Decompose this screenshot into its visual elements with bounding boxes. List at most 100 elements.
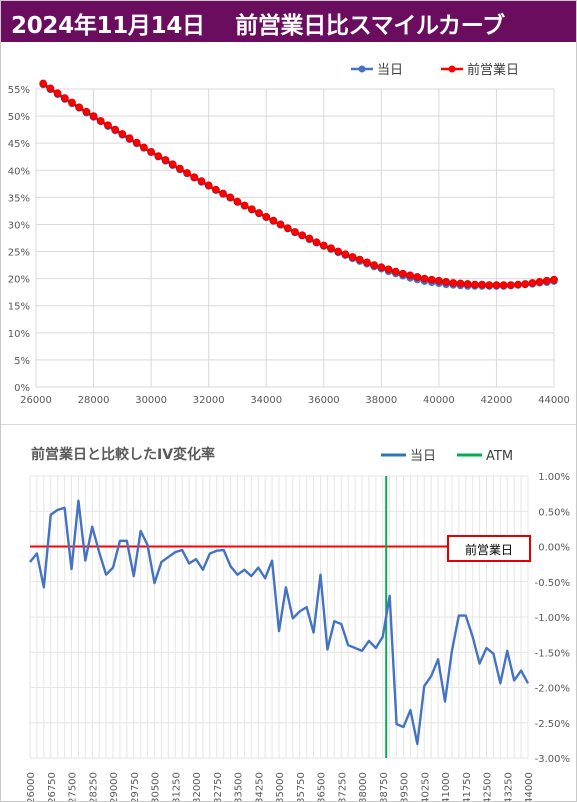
chart1-data-point [226,193,235,202]
chart1-data-point [154,152,163,161]
chart1-data-point [240,201,249,210]
chart2-y-tick-label: -3.00% [535,754,570,765]
chart2-x-axis: 26000 26750 27500 28250 29000 29750 30500 31250… [26,772,535,801]
chart2-x-tick-label: 33500 [234,772,245,801]
chart2-y-tick-label: 0.50% [538,507,570,518]
chart2-x-tick-label: 29750 [130,772,141,801]
chart1-data-point [427,275,436,284]
chart1-x-tick-label: 38000 [365,395,397,406]
chart1-x-tick-label: 40000 [423,395,455,406]
chart1-data-point [348,253,357,261]
chart1-x-tick-label: 36000 [308,395,340,406]
chart2-x-tick-label: 39500 [400,772,411,801]
chart1-data-point [542,276,551,285]
chart1-data-point [327,244,335,253]
chart2-x-tick-label: 29000 [109,772,120,801]
chart1-data-point [463,280,472,288]
chart1-data-point [204,181,213,190]
chart1-series-today [39,81,558,290]
chart2-x-tick-label: 38000 [358,772,369,801]
chart1-x-tick-label: 30000 [135,395,167,406]
chart1-data-point [197,177,206,186]
chart1-data-point [377,263,386,272]
chart1-data-point [219,189,227,198]
chart1-data-point [68,98,76,107]
chart1-data-point [499,281,508,290]
smile-curve-chart: 0% 5% 10% 15% 20% 25% 30% 35% 40% 45% 50% 55% 26000… [8,62,570,406]
chart1-y-axis: 0% 5% 10% 15% 20% 25% 30% 35% 40% 45% 50% 55% [8,85,30,394]
chart1-data-point [442,277,450,286]
chart1-data-point [528,279,537,287]
chart2-y-tick-label: 0.00% [538,543,570,554]
chart1-data-point [492,281,501,290]
chart1-data-point [363,258,371,267]
chart1-data-point [506,281,515,290]
chart2-x-tick-label: 38750 [379,772,390,801]
chart1-y-tick-label: 5% [14,356,30,367]
chart1-data-point [355,255,364,264]
chart2-gridlines [29,475,529,759]
chart2-annotation-box [447,535,531,562]
chart1-data-point [183,169,191,177]
chart1-data-point [298,231,307,240]
chart1-data-point [521,280,530,288]
chart1-y-tick-label: 25% [8,248,30,259]
chart1-data-point [111,125,120,134]
chart2-x-tick-label: 36500 [317,772,328,801]
chart1-data-point [132,138,141,147]
chart1-y-tick-label: 55% [8,85,30,96]
chart2-plot-area [29,476,530,758]
chart2-x-tick-label: 35000 [275,772,286,801]
chart2-x-tick-label: 37250 [337,772,348,801]
chart1-data-point [104,121,112,130]
chart2-x-tick-label: 26750 [47,772,58,801]
chart1-series-prev-day [39,79,558,290]
chart1-data-point [190,173,199,182]
chart1-data-point [406,271,415,280]
chart1-data-point [384,265,393,274]
chart2-x-tick-label: 30500 [151,772,162,801]
chart2-annotation: 前営業日 [447,535,531,562]
chart1-y-tick-label: 0% [14,383,30,394]
chart2-x-tick-label: 26000 [26,772,37,801]
chart1-y-tick-label: 40% [8,166,30,177]
chart1-legend-marker [448,65,456,73]
chart1-data-point [82,107,91,116]
chart2-annotation-label: 前営業日 [465,542,513,557]
chart1-data-point [269,216,278,225]
chart1-data-point [550,275,558,284]
chart2-x-tick-label: 35750 [296,772,307,801]
chart1-gridlines [35,88,555,388]
chart1-data-point [175,164,184,173]
chart1-x-tick-label: 42000 [481,395,513,406]
chart1-series-line [42,83,555,288]
chart1-data-point [46,84,55,93]
chart1-data-point [247,205,256,214]
chart1-data-point [319,241,328,250]
chart1-y-tick-label: 35% [8,193,30,204]
chart1-data-point [211,185,220,194]
chart1-plot-area [39,79,558,290]
chart2-series-today [29,499,530,746]
chart1-data-point [399,269,407,278]
chart-divider [1,424,576,425]
chart2-y-tick-label: -2.50% [535,719,570,730]
chart2-x-tick-label: 40250 [420,772,431,801]
chart1-data-point [370,261,379,269]
chart1-data-point [514,280,522,289]
chart2-legend: 当日 ATM [381,449,513,464]
chart1-x-tick-label: 28000 [78,395,110,406]
chart1-data-point [168,160,177,169]
chart1-data-point [305,234,314,243]
chart1-data-point [485,281,494,290]
chart1-y-tick-label: 50% [8,112,30,123]
chart1-x-tick-label: 26000 [20,395,52,406]
chart1-legend: 当日 前営業日 [351,62,519,78]
chart2-x-tick-label: 42500 [483,772,494,801]
chart1-data-point [478,280,486,289]
chart1-data-point [334,247,343,256]
chart1-data-point [413,273,422,281]
chart1-data-point [75,103,84,112]
chart2-y-axis: 1.00% 0.50% 0.00% -0.50% -1.00% -1.50% -2.00% -… [535,472,570,765]
chart1-data-point [161,156,170,164]
